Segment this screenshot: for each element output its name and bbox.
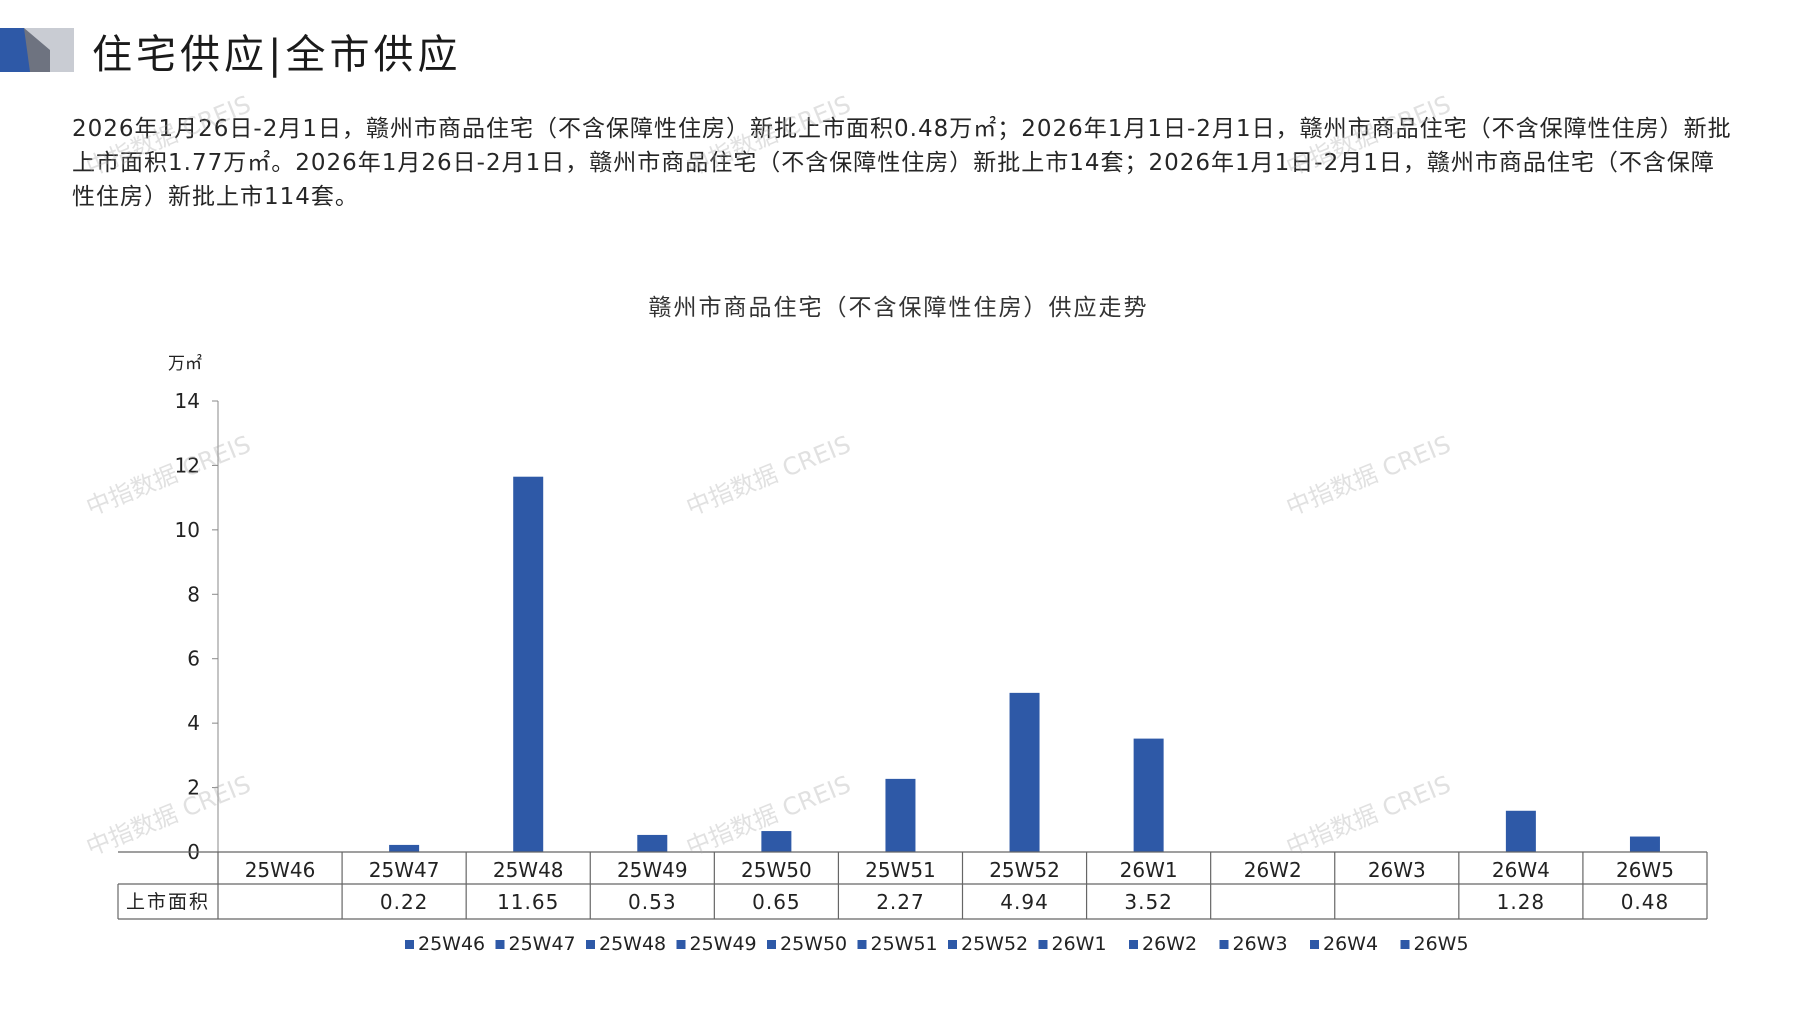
legend-item: 25W52 — [961, 933, 1028, 955]
bar — [1505, 810, 1536, 852]
data-label: 1.28 — [1497, 890, 1546, 914]
bar — [1133, 738, 1164, 852]
y-tick-label: 14 — [175, 389, 200, 413]
y-axis-label: 万㎡ — [168, 354, 202, 374]
legend-swatch — [857, 940, 867, 949]
y-tick-label: 6 — [187, 647, 200, 671]
bar — [1629, 836, 1660, 852]
y-tick-label: 10 — [175, 518, 200, 542]
y-tick-label: 2 — [187, 776, 200, 800]
x-tick-label: 25W49 — [617, 858, 688, 882]
x-tick-label: 25W51 — [865, 858, 936, 882]
data-label: 11.65 — [497, 890, 559, 914]
legend-swatch — [405, 940, 414, 949]
bar — [885, 778, 916, 852]
legend-item: 25W48 — [599, 933, 666, 955]
data-label: 0.53 — [628, 890, 677, 914]
legend-item: 26W3 — [1233, 933, 1288, 955]
legend-swatch — [1129, 940, 1138, 949]
legend-swatch — [1400, 940, 1410, 949]
x-tick-label: 26W3 — [1368, 858, 1426, 882]
legend-item: 25W49 — [690, 933, 757, 955]
data-label: 0.48 — [1621, 890, 1670, 914]
legend-item: 26W4 — [1323, 933, 1378, 955]
x-tick-label: 26W2 — [1244, 858, 1302, 882]
legend-swatch — [767, 940, 776, 949]
legend-swatch — [1038, 940, 1048, 949]
legend-item: 25W46 — [418, 933, 485, 955]
legend-swatch — [948, 940, 957, 949]
bar — [1009, 692, 1040, 852]
x-tick-label: 25W46 — [245, 858, 316, 882]
bar — [637, 834, 668, 852]
legend-swatch — [1310, 940, 1319, 949]
legend-swatch — [586, 940, 595, 949]
bar — [761, 831, 792, 852]
legend-item: 26W2 — [1142, 933, 1197, 955]
data-label: 2.27 — [876, 890, 925, 914]
summary-paragraph: 2026年1月26日-2月1日，赣州市商品住宅（不含保障性住房）新批上市面积0.… — [72, 116, 1732, 210]
data-label: 0.65 — [752, 890, 801, 914]
x-tick-label: 26W1 — [1120, 858, 1178, 882]
table-row-header: 上市面积 — [126, 891, 210, 913]
legend-swatch — [676, 940, 686, 949]
legend-swatch — [1219, 940, 1229, 949]
legend-swatch — [495, 940, 505, 949]
legend-item: 26W5 — [1414, 933, 1469, 955]
x-tick-label: 25W50 — [741, 858, 812, 882]
data-label: 3.52 — [1124, 890, 1173, 914]
legend-item: 25W47 — [509, 933, 576, 955]
bar — [389, 844, 420, 852]
data-label: 4.94 — [1000, 890, 1049, 914]
y-tick-label: 12 — [175, 453, 200, 477]
legend-item: 26W1 — [1052, 933, 1107, 955]
x-tick-label: 25W52 — [989, 858, 1060, 882]
header-decoration — [0, 28, 74, 72]
bar — [513, 476, 544, 852]
x-tick-label: 25W48 — [493, 858, 564, 882]
x-tick-label: 26W5 — [1616, 858, 1674, 882]
x-tick-label: 25W47 — [369, 858, 440, 882]
x-tick-label: 26W4 — [1492, 858, 1550, 882]
page-title: 住宅供应|全市供应 — [92, 32, 462, 78]
y-tick-label: 8 — [187, 582, 200, 606]
legend-item: 25W50 — [780, 933, 847, 955]
y-tick-label: 4 — [187, 711, 200, 735]
chart-title: 赣州市商品住宅（不含保障性住房）供应走势 — [648, 295, 1149, 321]
legend-item: 25W51 — [871, 933, 938, 955]
data-label: 0.22 — [380, 890, 429, 914]
